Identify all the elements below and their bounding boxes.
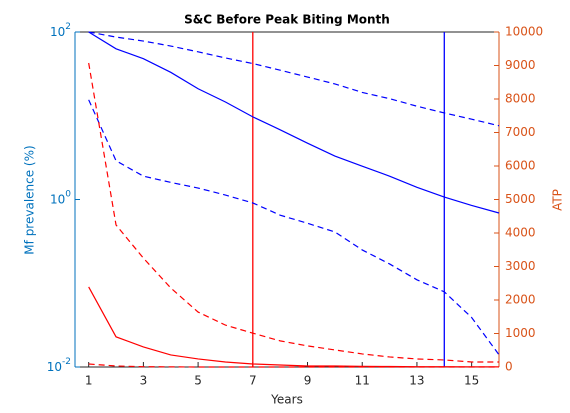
series-line (88, 31, 500, 214)
x-tick-label: 9 (304, 374, 312, 388)
y2-tick-label: 3000 (505, 259, 536, 273)
y2-tick-label: 5000 (505, 192, 536, 206)
tick-exponent: 2 (65, 22, 71, 32)
x-tick-label: 11 (355, 374, 370, 388)
x-tick-label: 13 (409, 374, 424, 388)
y-tick-label: 102 (50, 22, 71, 39)
x-tick-label: 3 (140, 374, 148, 388)
y-tick-label: 10-2 (47, 357, 71, 374)
y2-tick-label: 7000 (505, 125, 536, 139)
y2-tick-label: 8000 (505, 92, 536, 106)
y2-tick-label: 0 (505, 360, 513, 374)
x-tick-label: 5 (194, 374, 202, 388)
x-tick-label: 1 (85, 374, 93, 388)
tick-exponent: 0 (65, 189, 71, 199)
tick-base: 10 (47, 360, 62, 374)
x-tick-label: 7 (249, 374, 257, 388)
chart-title: S&C Before Peak Biting Month (184, 13, 390, 27)
y2-tick-label: 1000 (505, 326, 536, 340)
y2-tick-label: 2000 (505, 293, 536, 307)
y2-tick-label: 4000 (505, 226, 536, 240)
y2-axis-label: ATP (551, 189, 565, 211)
x-tick-label: 15 (464, 374, 479, 388)
x-axis-label: Years (270, 393, 303, 407)
tick-base: 10 (50, 25, 65, 39)
series-line (88, 99, 500, 356)
series-line (88, 62, 499, 363)
tick-base: 10 (50, 192, 65, 206)
series-line (88, 31, 500, 127)
tick-exponent: -2 (62, 357, 71, 367)
series-line (88, 363, 499, 368)
y2-tick-label: 6000 (505, 159, 536, 173)
y-tick-label: 100 (50, 189, 71, 206)
y2-tick-label: 9000 (505, 58, 536, 72)
y-axis-label: Mf prevalence (%) (23, 145, 37, 254)
y2-tick-label: 10000 (505, 25, 543, 39)
